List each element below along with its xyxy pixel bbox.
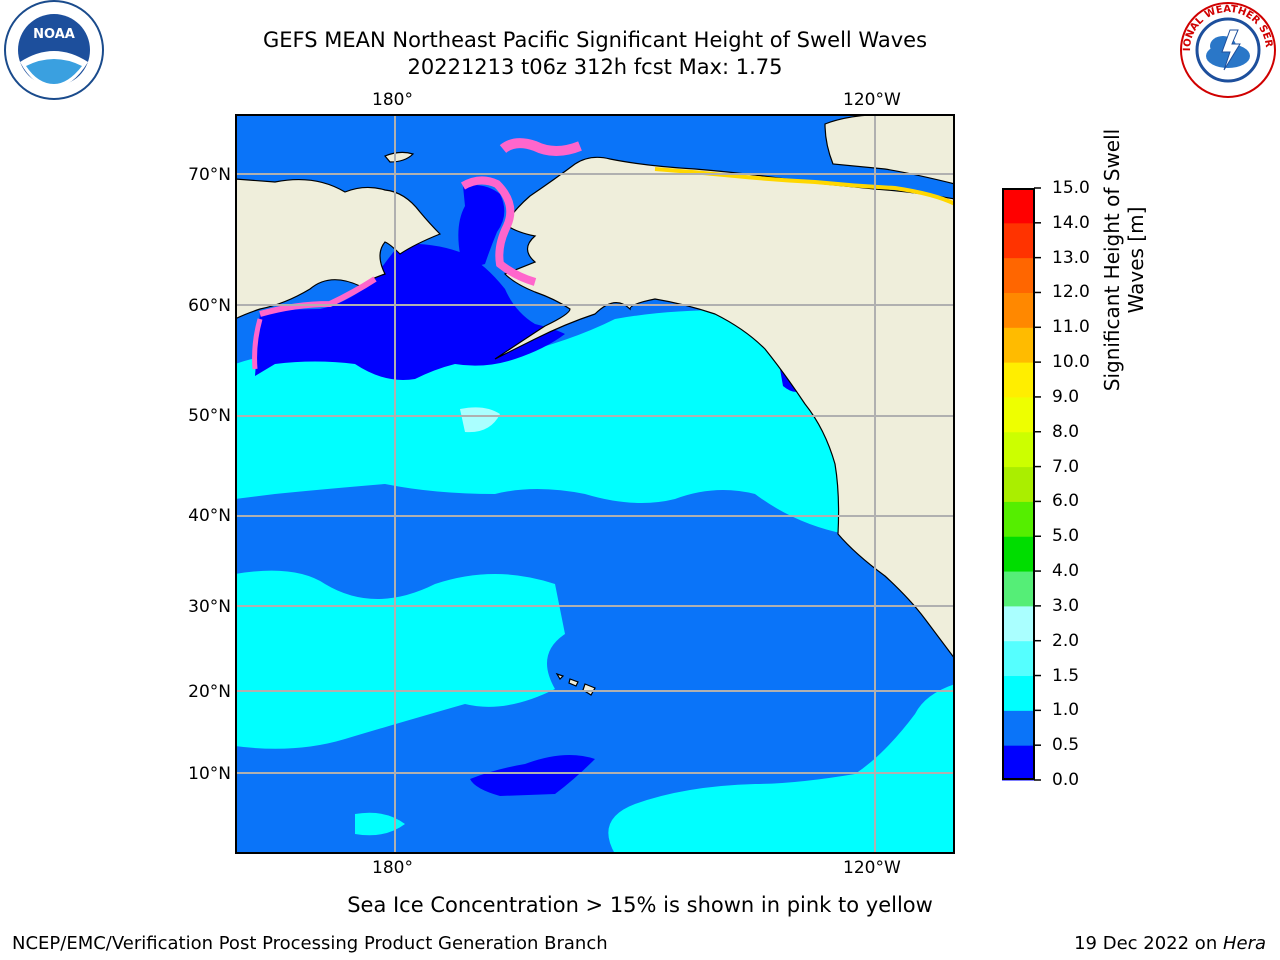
lat-label-50n: 50°N [188,406,231,426]
colorbar-tick-label: 13.0 [1052,247,1090,268]
colorbar-tick-label: 10.0 [1052,352,1090,373]
swell-band-south [235,570,565,749]
land-hawaii [555,672,596,696]
lat-label-30n: 30°N [188,597,231,617]
swell-low-tropical [470,755,595,796]
lon-label-top-180: 180° [372,90,413,110]
colorbar-segment [1002,571,1035,607]
colorbar-tick-label: 5.0 [1052,526,1080,547]
lon-label-bottom-120w: 120°W [843,858,901,878]
colorbar-segment [1002,710,1035,746]
map-title: GEFS MEAN Northeast Pacific Significant … [262,28,928,52]
colorbar [1002,187,1041,781]
map-gridlines [235,114,955,854]
colorbar-tick-label: 4.0 [1052,561,1080,582]
colorbar-tick-label: 8.0 [1052,421,1080,442]
footer-date: 19 Dec 2022 on Hera [1074,933,1266,955]
nws-logo: NATIONAL WEATHER SERVICE [1178,0,1276,98]
colorbar-segment [1002,188,1035,224]
colorbar-title: Significant Height of Swell Waves [m] [1100,90,1148,430]
footer-date-text: 19 Dec 2022 on [1074,933,1223,954]
colorbar-segment [1002,222,1035,259]
noaa-logo: NOAA [4,0,104,100]
colorbar-tick-label: 2.0 [1052,630,1080,651]
land-siberia [235,178,442,320]
map-subtitle: 20221213 t06z 312h fcst Max: 1.75 [407,55,783,79]
colorbar-tick-label: 1.0 [1052,700,1080,721]
sea-ice-beaufort [499,138,582,156]
colorbar-tick-label: 0.0 [1052,770,1080,790]
colorbar-tick-label: 0.5 [1052,735,1080,756]
colorbar-tick-label: 14.0 [1052,212,1090,233]
sea-ice-note: Sea Ice Concentration > 15% is shown in … [347,893,933,917]
swell-band-southeast [608,684,955,854]
sea-ice-kamchatka [252,318,263,370]
lat-label-70n: 70°N [188,165,231,185]
swell-band-north-light [460,407,500,433]
swell-band-southwest-patch [355,812,405,836]
colorbar-tick-label: 1.5 [1052,665,1080,686]
colorbar-segment [1002,745,1035,781]
colorbar-segment [1002,257,1035,293]
colorbar-segment [1002,675,1035,711]
colorbar-segment [1002,640,1035,677]
colorbar-segment [1002,362,1035,398]
lat-label-10n: 10°N [188,764,231,784]
noaa-logo-text: NOAA [33,27,75,42]
lon-label-bottom-180: 180° [372,858,413,878]
colorbar-segment [1002,466,1035,502]
swell-low-chukchi [458,185,505,266]
colorbar-tick-label: 6.0 [1052,491,1080,512]
colorbar-segment [1002,396,1035,433]
map-border [235,114,955,854]
footer-branch: NCEP/EMC/Verification Post Processing Pr… [12,933,608,954]
lon-label-top-120w: 120°W [843,90,901,110]
colorbar-segment [1002,501,1035,537]
lat-label-60n: 60°N [188,296,231,316]
colorbar-tick-label: 15.0 [1052,178,1090,198]
colorbar-tick-label: 3.0 [1052,595,1080,616]
colorbar-segment [1002,605,1035,642]
colorbar-segment [1002,327,1035,363]
colorbar-tick-label: 9.0 [1052,386,1080,407]
lat-label-40n: 40°N [188,506,231,526]
footer-host: Hera [1222,933,1266,954]
colorbar-title-line1: Significant Height of Swell [1100,128,1124,392]
swell-low-bering [255,243,565,380]
colorbar-title-line2: Waves [m] [1124,206,1148,314]
sea-ice-chukchi [460,176,537,286]
colorbar-tick-label: 11.0 [1052,317,1090,338]
colorbar-segment [1002,536,1035,572]
colorbar-segment [1002,431,1035,468]
lat-label-20n: 20°N [188,682,231,702]
swell-height-map [235,114,955,854]
colorbar-tick-label: 7.0 [1052,456,1080,477]
colorbar-segment [1002,292,1035,328]
colorbar-border [1002,188,1035,780]
colorbar-tick-label: 12.0 [1052,282,1090,303]
